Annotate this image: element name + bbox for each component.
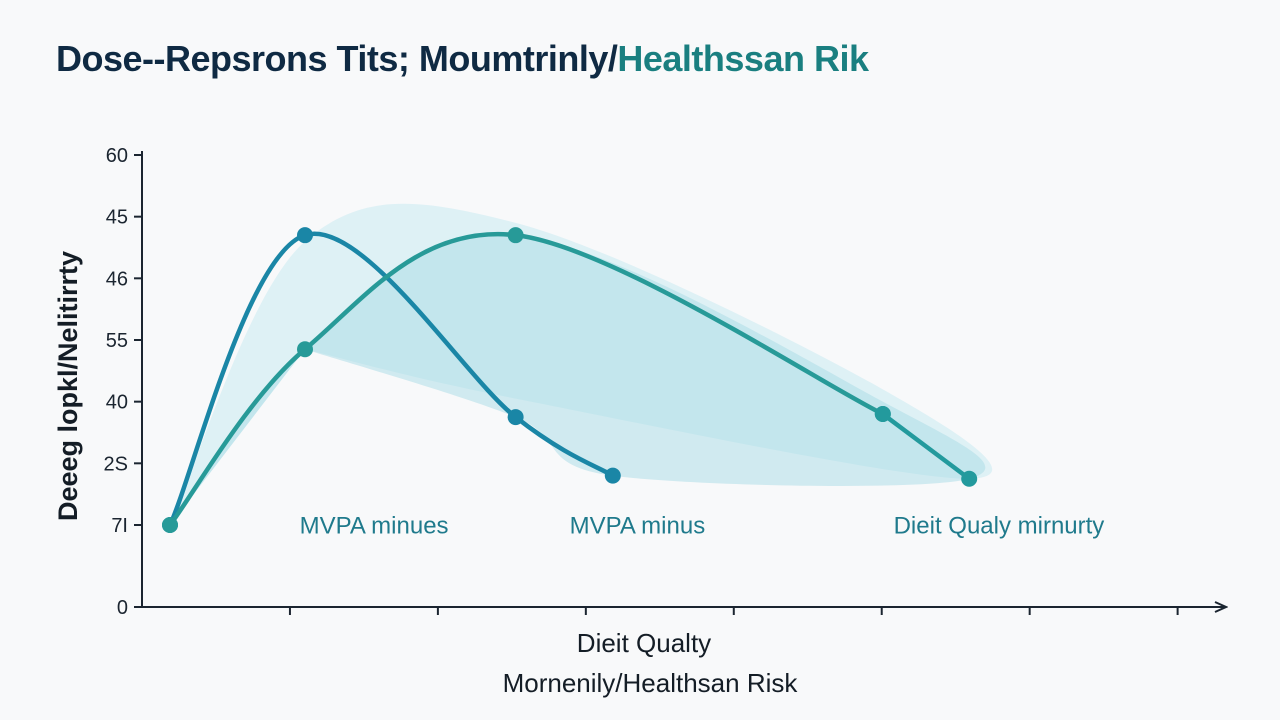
series-dark-teal-line — [167, 231, 616, 528]
annotation-label: Dieit Qualy mirnurty — [894, 513, 1105, 540]
series-mid-teal-point — [162, 516, 178, 533]
y-tick-label: 2S — [104, 453, 128, 475]
data-series — [162, 227, 978, 533]
y-axis-label: Deeeg lopkl/Nelitirrty — [53, 251, 83, 521]
series-dark-teal-point — [297, 227, 313, 244]
y-tick-label: 55 — [106, 330, 128, 352]
series-extension-point — [874, 405, 891, 422]
annotations: MVPA minues MVPA minus Dieit Qualy mirnurt… — [300, 513, 1105, 540]
band-lower — [170, 234, 986, 525]
annotation-label: MVPA minus — [570, 513, 706, 540]
series-mid-teal-line — [167, 231, 886, 528]
y-tick-label: 7I — [111, 515, 128, 537]
series-mid-teal-point — [297, 341, 313, 358]
y-tick-label: 60 — [106, 145, 128, 167]
chart-title-part-2: Healthssan Rik — [617, 38, 869, 79]
series-mid-teal-point — [507, 227, 524, 244]
series-dark-teal-point — [604, 467, 621, 484]
x-axis-label-line-1: Dieit Qualty — [577, 628, 711, 658]
y-tick-label: 0 — [117, 597, 128, 619]
y-tick-label: 46 — [106, 268, 128, 290]
chart-title: Dose--Repsrons Tits; Moumtrinly/Healthss… — [56, 38, 869, 80]
axis-ticks: 60 45 46 55 40 2S 7I 0 — [104, 145, 1179, 619]
series-extension-point — [961, 470, 978, 487]
y-tick-label: 45 — [106, 207, 128, 229]
y-tick-label: 40 — [106, 392, 128, 414]
annotation-label: MVPA minues — [300, 513, 449, 540]
x-axis-label-line-2: Mornenily/Healthsan Risk — [503, 668, 799, 698]
chart-title-part-1: Dose--Repsrons Tits; Moumtrinly/ — [56, 38, 618, 79]
series-dark-teal-point — [507, 409, 524, 426]
axes — [141, 151, 1226, 607]
